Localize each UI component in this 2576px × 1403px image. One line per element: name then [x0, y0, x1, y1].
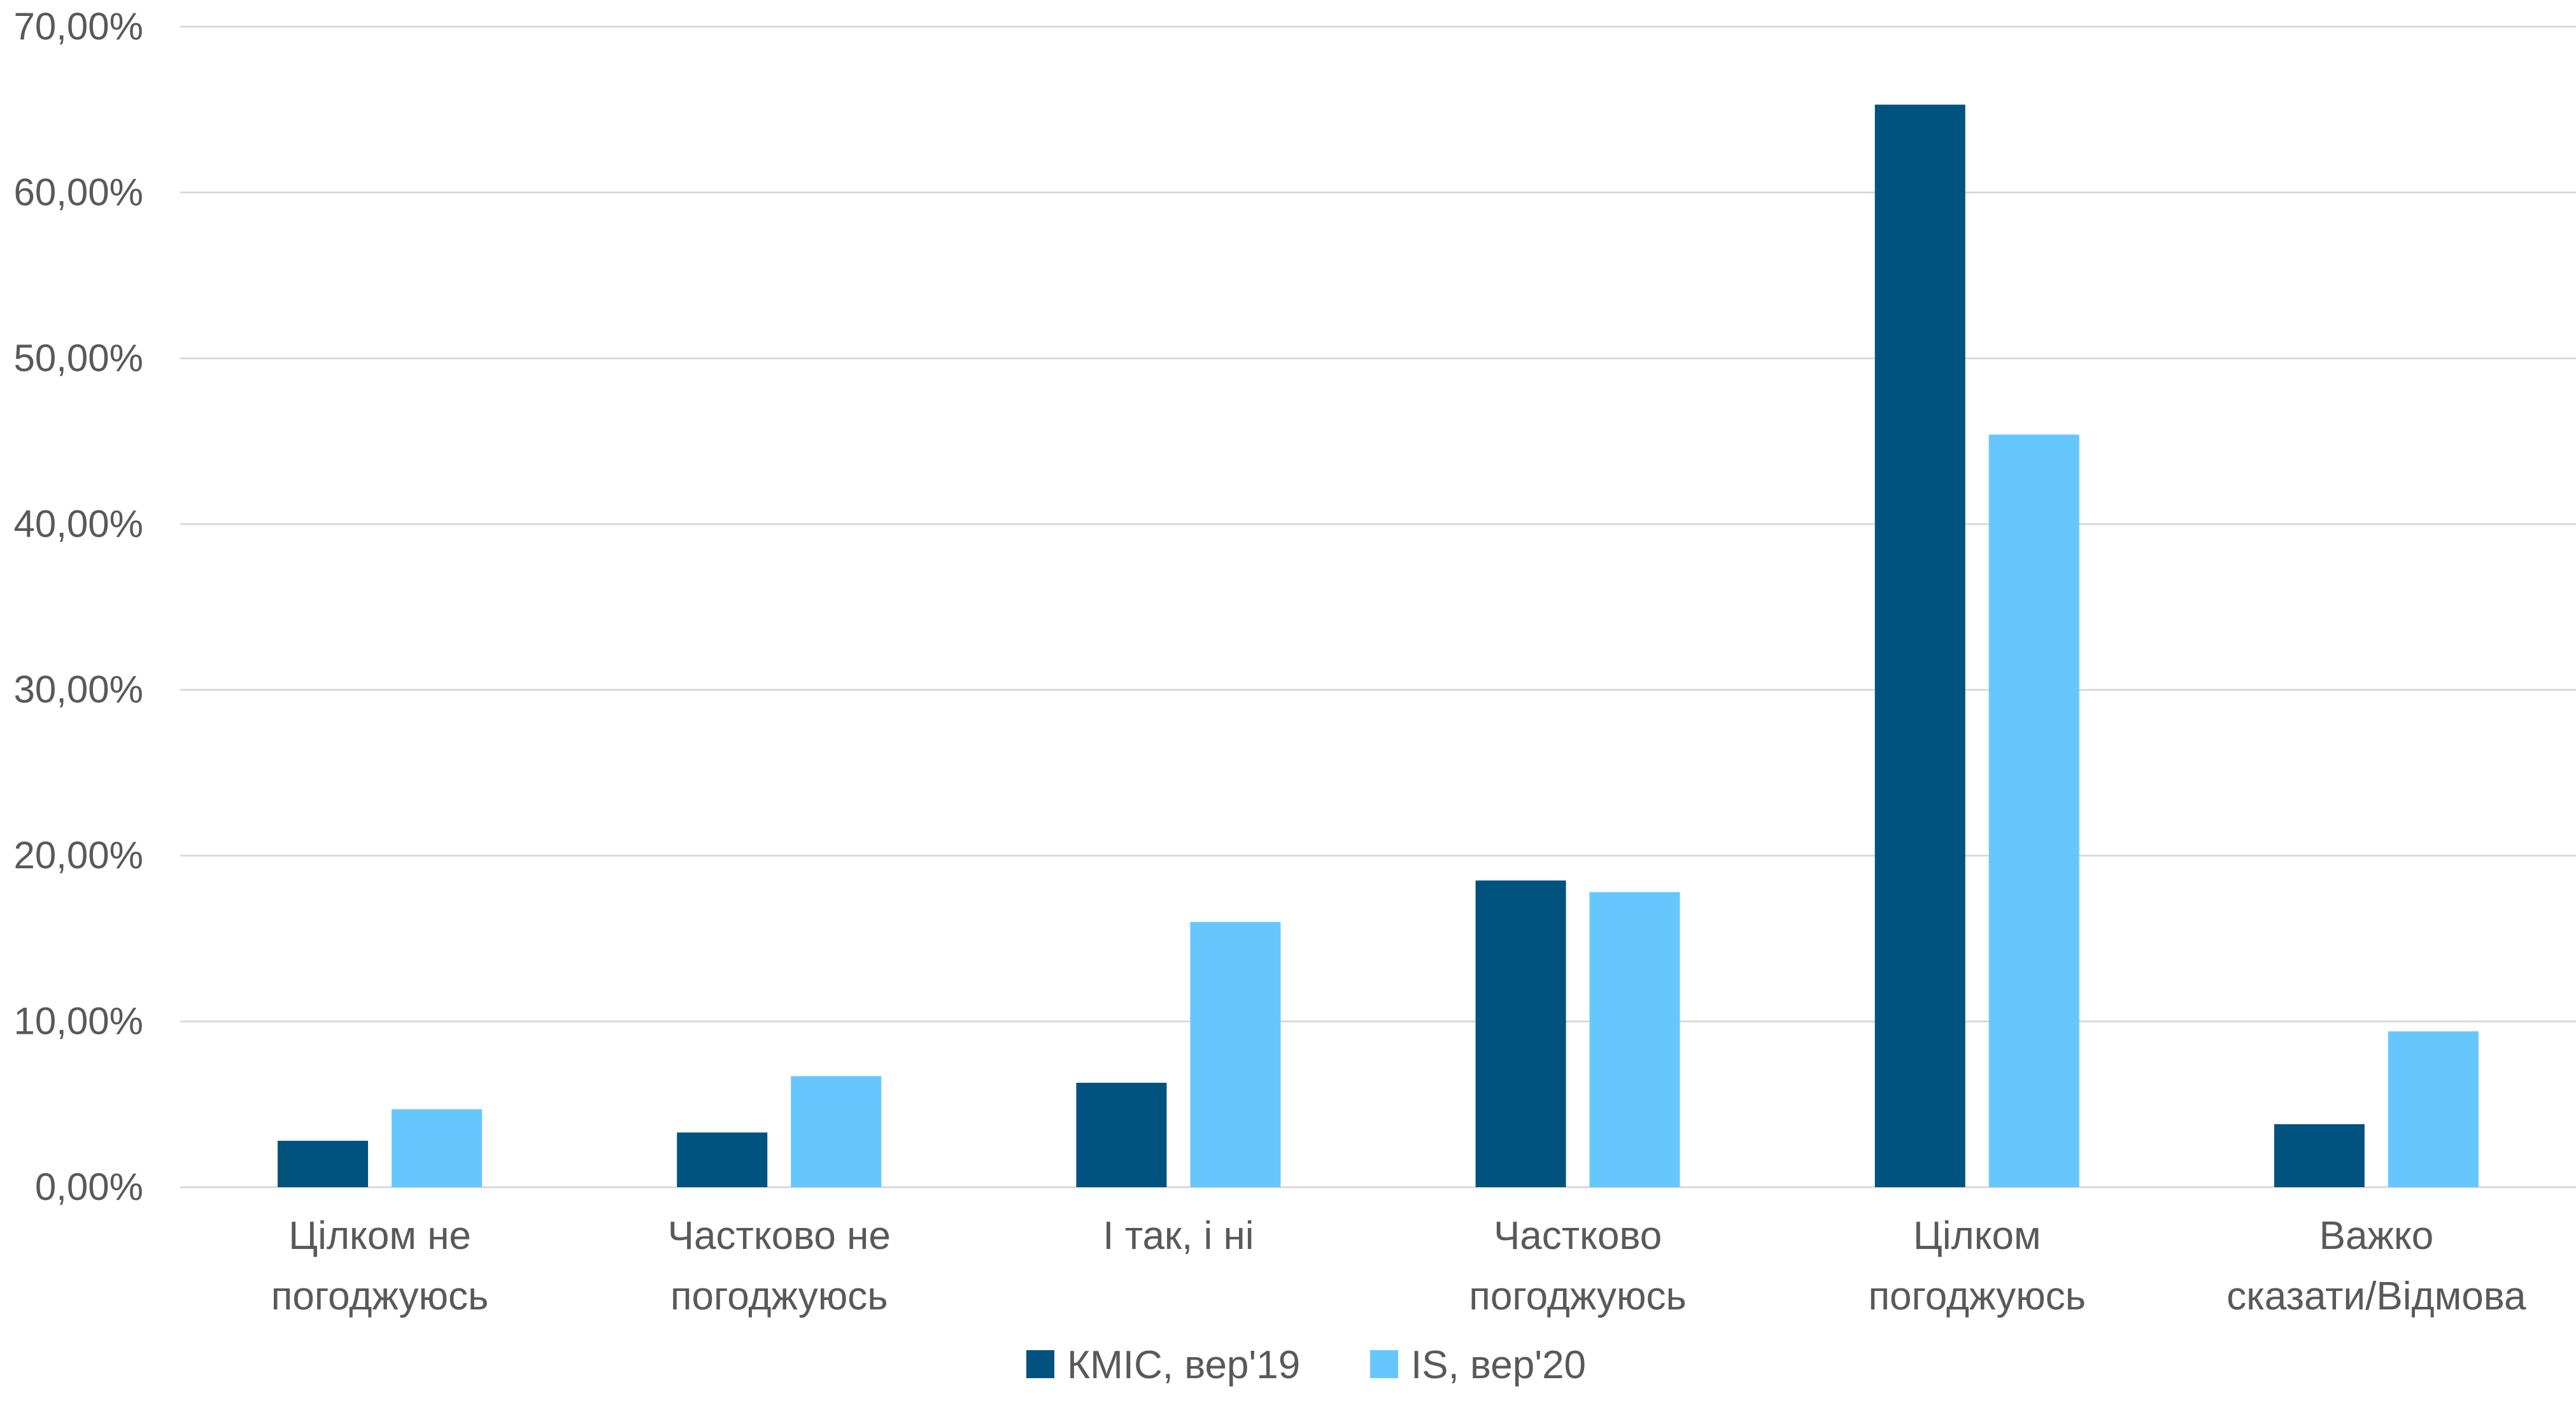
x-category-label: сказати/Відмова — [2226, 1274, 2526, 1318]
x-category-label: Частково не — [668, 1214, 891, 1258]
legend-swatch — [1026, 1350, 1054, 1378]
x-category-label: погоджуюсь — [1868, 1274, 2086, 1318]
y-tick-label: 60,00% — [14, 171, 144, 213]
y-tick-label: 30,00% — [14, 668, 144, 711]
y-tick-label: 10,00% — [14, 1000, 144, 1043]
y-tick-label: 40,00% — [14, 502, 144, 545]
bar-series-1-category-5 — [1874, 104, 1965, 1188]
y-tick-label: 20,00% — [14, 834, 144, 877]
x-category-label: погоджуюсь — [271, 1274, 489, 1318]
x-axis-category-labels: Цілком не погоджуюсь Частково не погоджуюсь… — [271, 1214, 2526, 1318]
bar-series-2-category-3 — [1190, 922, 1281, 1187]
x-category-label: Цілком — [1913, 1214, 2041, 1258]
x-category-label: погоджуюсь — [1469, 1274, 1687, 1318]
bar-series-2-category-6 — [2388, 1031, 2479, 1187]
y-tick-label: 70,00% — [14, 5, 144, 48]
x-category-label: Цілком не — [288, 1214, 471, 1258]
y-axis-tick-labels: 0,00% 10,00% 20,00% 30,00% 40,00% 50,00% 60,00… — [14, 5, 144, 1208]
gridlines — [180, 25, 2576, 1188]
bar-series-1-category-1 — [278, 1141, 369, 1187]
bar-series-1-category-4 — [1475, 880, 1566, 1187]
x-category-label: погоджуюсь — [670, 1274, 888, 1318]
bar-series-2-category-2 — [791, 1076, 882, 1187]
bar-series-1-category-2 — [677, 1132, 768, 1187]
bar-series-2-category-4 — [1589, 892, 1680, 1187]
x-category-label: Важко — [2319, 1214, 2434, 1258]
bar-series-2-category-5 — [1988, 434, 2079, 1187]
x-category-label: І так, і ні — [1103, 1214, 1254, 1258]
bar-series-1-category-3 — [1076, 1082, 1167, 1187]
bar-series-1-category-6 — [2274, 1124, 2365, 1187]
legend: КМІС, вер'19 IS, вер'20 — [1026, 1343, 1586, 1387]
legend-label: IS, вер'20 — [1411, 1343, 1586, 1387]
bar-series-2-category-1 — [392, 1109, 483, 1187]
bars — [278, 104, 2479, 1188]
legend-swatch — [1370, 1350, 1398, 1378]
y-tick-label: 50,00% — [14, 337, 144, 379]
y-tick-label: 0,00% — [35, 1166, 143, 1208]
legend-label: КМІС, вер'19 — [1067, 1343, 1300, 1387]
x-category-label: Частково — [1494, 1214, 1662, 1258]
